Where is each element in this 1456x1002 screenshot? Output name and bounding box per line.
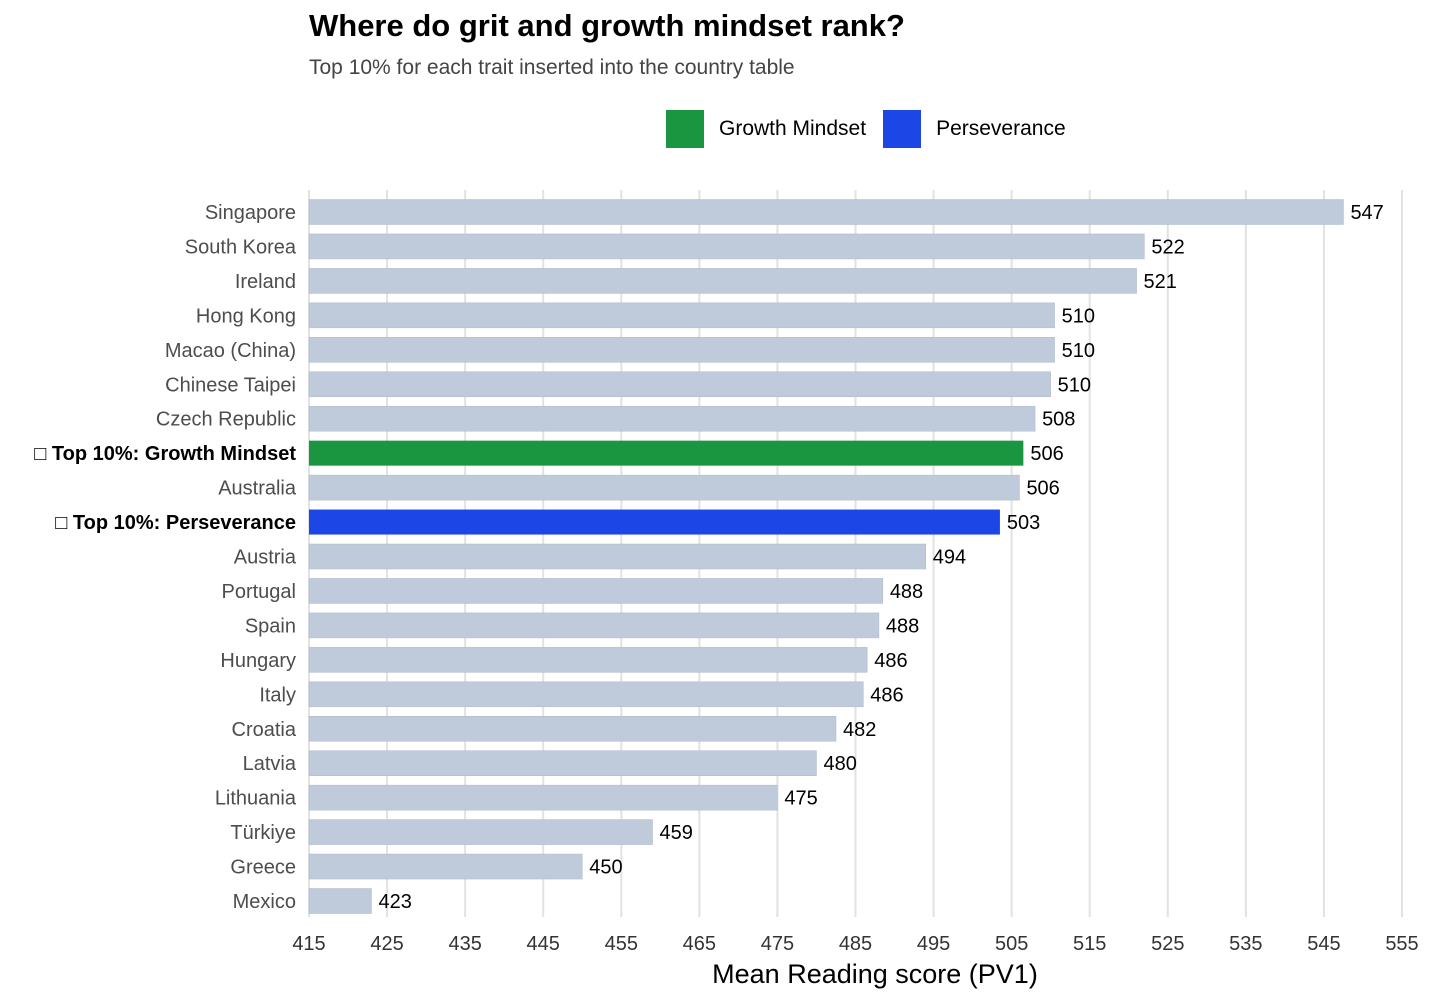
x-tick-label-555: 555 [1385,933,1418,955]
data-label-top-10-perseverance: 503 [1007,512,1040,534]
legend: Growth Mindset Perseverance [666,110,1083,148]
category-label-south-korea: South Korea [185,236,297,258]
data-label-italy: 486 [870,684,903,706]
bar-croatia [308,716,837,742]
data-label-croatia: 482 [843,719,876,741]
bar-greece [308,853,583,880]
legend-item-growth-mindset: Growth Mindset [666,110,866,148]
data-label-hungary: 486 [874,650,907,672]
category-label-lithuania: Lithuania [215,788,297,810]
category-label-mexico: Mexico [233,891,296,913]
data-label-hong-kong: 510 [1062,305,1095,327]
category-label-italy: Italy [259,684,296,706]
data-label-portugal: 488 [890,581,923,603]
category-label-spain: Spain [245,615,296,637]
category-label-singapore: Singapore [205,202,296,224]
x-tick-label-485: 485 [839,933,872,955]
bar-chinese-taipei [308,371,1051,397]
bar-australia [308,474,1020,501]
data-label-greece: 450 [589,857,622,879]
category-label-top-10-growth-mindset: □ Top 10%: Growth Mindset [34,443,296,465]
bar-portugal [308,578,884,604]
bar-ireland [308,268,1137,294]
category-label-australia: Australia [218,478,297,500]
bar-latvia [308,750,817,776]
x-tick-label-525: 525 [1151,933,1184,955]
bar-singapore [308,199,1344,225]
category-label-ireland: Ireland [235,271,296,293]
x-tick-label-445: 445 [527,933,560,955]
data-label-austria: 494 [933,547,966,569]
legend-label-growth-mindset: Growth Mindset [719,117,867,140]
x-tick-label-415: 415 [292,933,325,955]
bar-italy [308,681,864,708]
category-label-czech-republic: Czech Republic [156,409,296,431]
category-label-hong-kong: Hong Kong [196,305,296,327]
category-label-austria: Austria [234,547,297,569]
legend-label-perseverance: Perseverance [936,117,1066,140]
x-tick-label-435: 435 [448,933,481,955]
x-tick-label-475: 475 [761,933,794,955]
category-labels: Singapore South Korea Ireland Hong Kong Maca… [34,202,297,913]
x-axis-title: Mean Reading score (PV1) [712,959,1038,989]
category-label-chinese-taipei: Chinese Taipei [165,374,296,396]
legend-swatch-perseverance [883,110,922,148]
legend-item-perseverance: Perseverance [883,110,1066,148]
data-label-macao-china: 510 [1062,340,1095,362]
bars [308,199,1344,914]
category-label-greece: Greece [230,857,296,879]
bar-top-10-growth-mindset [309,440,1024,466]
category-label-portugal: Portugal [222,581,297,603]
data-labels: 547 522 521 510 510 510 508 506 506 503 494 488 488 4… [378,202,1383,913]
x-tick-label-545: 545 [1307,933,1340,955]
chart-title: Where do grit and growth mindset rank? [309,8,905,43]
x-tick-label-455: 455 [605,933,638,955]
chart-subtitle: Top 10% for each trait inserted into the… [309,56,795,79]
x-tick-label-425: 425 [370,933,403,955]
data-label-south-korea: 522 [1151,236,1184,258]
x-tick-label-515: 515 [1073,933,1106,955]
data-label-t-rkiye: 459 [660,822,693,844]
bar-czech-republic [308,405,1036,432]
bar-hong-kong [308,302,1055,329]
x-tick-labels: 415 425 435 445 455 465 475 485 495 505 515 525 535 5… [292,933,1418,955]
bar-austria [308,543,927,570]
x-tick-label-505: 505 [995,933,1028,955]
data-label-chinese-taipei: 510 [1058,374,1091,396]
category-label-t-rkiye: Türkiye [230,822,296,844]
data-label-top-10-growth-mindset: 506 [1030,443,1063,465]
category-label-macao-china: Macao (China) [165,340,296,362]
bar-mexico [308,888,372,914]
data-label-mexico: 423 [378,891,411,913]
bar-lithuania [308,784,778,811]
data-label-singapore: 547 [1350,202,1383,224]
data-label-lithuania: 475 [784,788,817,810]
x-tick-label-495: 495 [917,933,950,955]
category-label-croatia: Croatia [232,719,297,741]
data-label-australia: 506 [1026,478,1059,500]
x-tick-label-535: 535 [1229,933,1262,955]
bar-south-korea [308,233,1145,260]
legend-swatch-growth-mindset [666,110,704,148]
bar-t-rkiye [308,819,653,845]
category-label-top-10-perseverance: □ Top 10%: Perseverance [55,512,296,534]
data-label-czech-republic: 508 [1042,409,1075,431]
data-label-latvia: 480 [823,753,856,775]
category-label-latvia: Latvia [243,753,297,775]
bar-hungary [308,647,868,673]
data-label-spain: 488 [886,615,919,637]
bar-top-10-perseverance [309,509,1000,535]
bar-spain [308,612,880,639]
bar-macao-china [308,337,1055,363]
category-label-hungary: Hungary [220,650,296,672]
x-tick-label-465: 465 [683,933,716,955]
data-label-ireland: 521 [1144,271,1177,293]
